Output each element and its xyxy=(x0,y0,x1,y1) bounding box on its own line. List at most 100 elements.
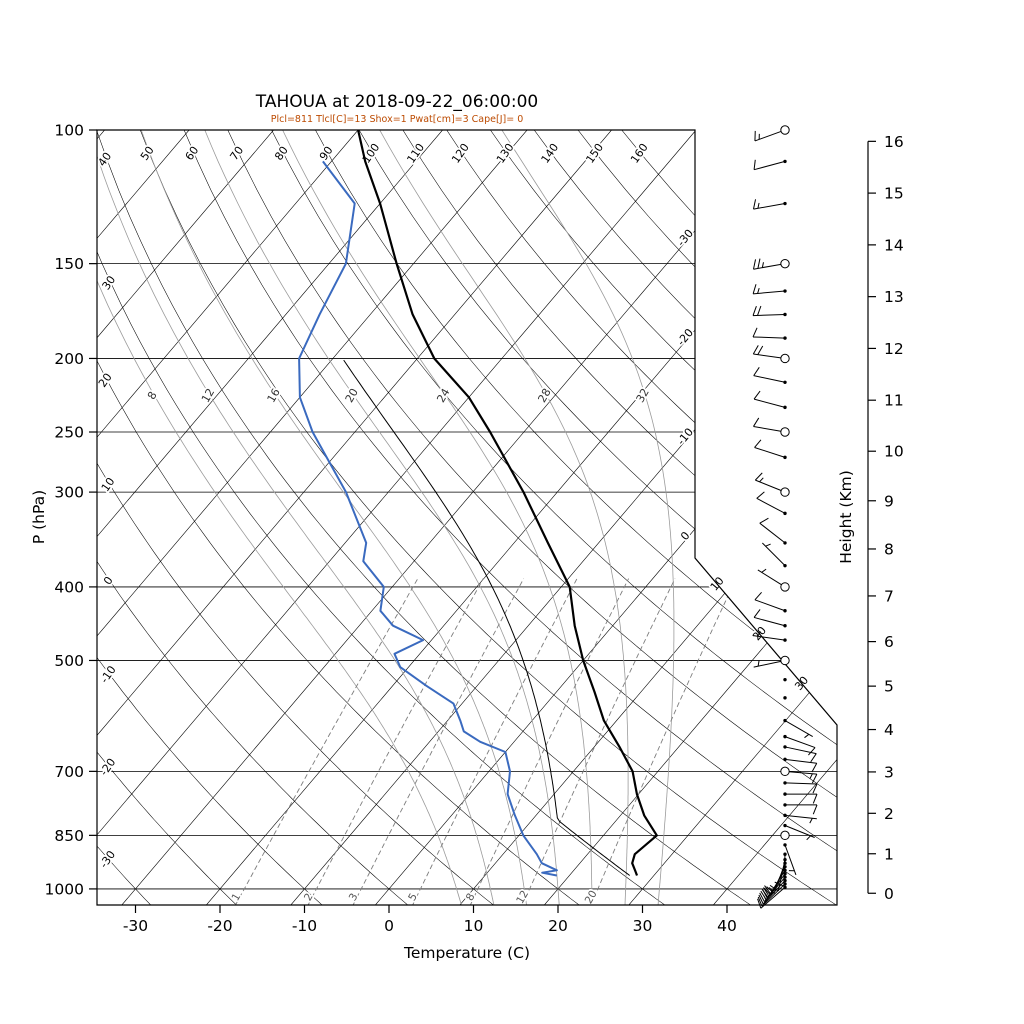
isotherm-line xyxy=(97,130,528,905)
height-tick-label: 12 xyxy=(884,340,904,358)
isotherm-line xyxy=(121,130,781,905)
temperature-tick-label: 30 xyxy=(633,917,653,935)
height-tick-label: 1 xyxy=(884,845,894,863)
isotherm-line xyxy=(459,130,837,905)
height-tick-label: 11 xyxy=(884,392,904,410)
sounding-curves xyxy=(298,130,658,877)
svg-text:12: 12 xyxy=(514,888,531,906)
pressure-tick-label: 200 xyxy=(54,350,84,368)
wind-barb xyxy=(757,885,787,909)
temperature-tick-label: 20 xyxy=(548,917,568,935)
wind-barb xyxy=(754,472,790,497)
wind-barb xyxy=(757,568,790,592)
dry-adiabat-line xyxy=(97,130,494,905)
isotherm-line xyxy=(97,130,274,905)
wind-barb xyxy=(783,781,818,794)
wind-barb xyxy=(753,631,787,642)
wind-barb xyxy=(759,517,787,545)
moist-adiabat-line xyxy=(97,130,495,905)
dry-adiabat-line xyxy=(490,130,837,905)
pressure-tick-label: 100 xyxy=(54,122,84,140)
wind-barb xyxy=(780,766,818,784)
svg-text:-20: -20 xyxy=(675,326,697,348)
wind-barb xyxy=(783,718,813,739)
level-circle xyxy=(780,766,790,777)
plot-border xyxy=(96,129,838,906)
temperature-tick-label: 10 xyxy=(464,917,484,935)
dry-adiabat-line xyxy=(97,130,151,905)
svg-text:110: 110 xyxy=(404,141,427,166)
svg-text:3: 3 xyxy=(347,891,361,903)
dry-adiabat-line xyxy=(97,130,751,905)
dry-adiabat-line xyxy=(140,130,837,905)
height-tick-label: 5 xyxy=(884,678,894,696)
level-dot xyxy=(783,677,787,682)
wind-barb xyxy=(753,367,787,384)
parcel-curve xyxy=(343,359,630,876)
wind-barb xyxy=(753,609,787,628)
height-tick-label: 0 xyxy=(884,885,894,903)
wind-barb xyxy=(783,803,818,815)
svg-text:10: 10 xyxy=(99,475,118,494)
wind-barb xyxy=(783,696,787,700)
moist-adiabat-line xyxy=(204,130,560,905)
wind-barb xyxy=(754,592,787,613)
level-circle xyxy=(780,125,790,135)
moist-adiabat-line xyxy=(140,130,527,905)
wind-barb xyxy=(754,439,787,460)
wind-barb xyxy=(757,882,787,907)
temperature-tick-label: -30 xyxy=(123,917,148,935)
dry-adiabat-line xyxy=(271,130,837,905)
dry-adiabat-line xyxy=(97,130,580,905)
dry-adiabat-line xyxy=(446,130,837,905)
pressure-tick-label: 250 xyxy=(54,424,84,442)
dry-adiabat-line xyxy=(97,130,237,905)
level-dot xyxy=(783,696,787,700)
wind-barb xyxy=(752,284,787,295)
temperature-tick-label: -10 xyxy=(292,917,317,935)
wind-barb xyxy=(783,734,816,756)
height-tick-label: 7 xyxy=(884,587,894,605)
svg-text:-10: -10 xyxy=(675,426,697,448)
dry-adiabat-line xyxy=(358,130,837,905)
pressure-tick-label: 300 xyxy=(54,484,84,502)
moist-adiabat-line xyxy=(97,130,462,905)
wind-barb xyxy=(780,830,790,841)
level-circle xyxy=(780,258,790,269)
mixing-ratio-line xyxy=(590,578,737,905)
svg-text:30: 30 xyxy=(100,273,119,292)
wind-barb xyxy=(783,677,787,682)
level-circle xyxy=(780,582,790,592)
isotherm-line xyxy=(97,130,697,905)
dry-adiabat-line xyxy=(97,130,665,905)
y-axis-label-right: Height (Km) xyxy=(837,470,855,564)
height-tick-label: 13 xyxy=(884,288,904,306)
level-circle xyxy=(780,427,790,437)
wind-barb xyxy=(783,823,815,841)
moist-adiabat-line xyxy=(282,130,593,905)
level-circle xyxy=(780,830,790,841)
temperature-curve xyxy=(357,130,658,876)
dry-adiabat-line xyxy=(97,130,323,905)
isotherm-line xyxy=(0,130,20,905)
wind-barb xyxy=(753,159,787,171)
temperature-tick-label: 40 xyxy=(717,917,737,935)
mixing-ratio-line xyxy=(235,578,419,905)
dry-adiabat-line xyxy=(315,130,837,905)
wind-barb xyxy=(753,390,787,410)
svg-text:28: 28 xyxy=(535,386,553,405)
wind-barb xyxy=(758,878,787,905)
wind-barb xyxy=(752,327,787,340)
wind-barb xyxy=(756,491,787,516)
isotherm-line xyxy=(628,130,837,905)
height-tick-label: 16 xyxy=(884,133,904,151)
mixing-ratio-line xyxy=(352,578,525,905)
wind-barb-column xyxy=(752,125,818,909)
mixing-ratio-line xyxy=(469,578,630,905)
wind-barb xyxy=(752,199,787,210)
mixing-ratio-line xyxy=(307,578,484,905)
wind-barb xyxy=(783,745,817,763)
dry-adiabat-line xyxy=(533,130,837,905)
